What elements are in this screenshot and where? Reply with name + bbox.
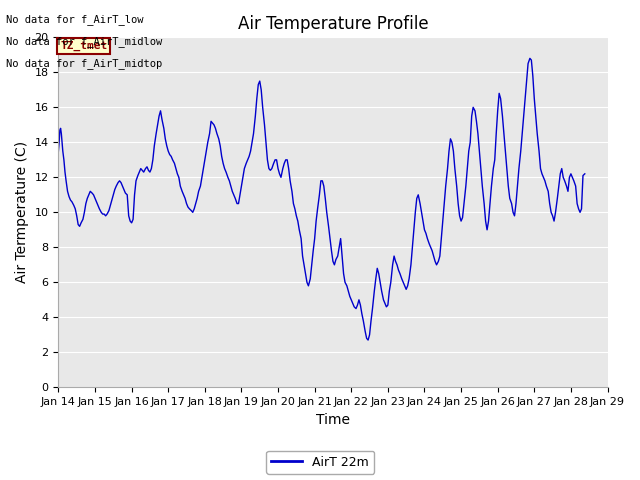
Title: Air Temperature Profile: Air Temperature Profile bbox=[237, 15, 428, 33]
X-axis label: Time: Time bbox=[316, 413, 350, 427]
Text: TZ_tmet: TZ_tmet bbox=[60, 41, 108, 51]
Text: No data for f_AirT_midtop: No data for f_AirT_midtop bbox=[6, 58, 163, 69]
Legend: AirT 22m: AirT 22m bbox=[266, 451, 374, 474]
Text: No data for f_AirT_low: No data for f_AirT_low bbox=[6, 14, 144, 25]
Text: No data for f_AirT_midlow: No data for f_AirT_midlow bbox=[6, 36, 163, 47]
Y-axis label: Air Termperature (C): Air Termperature (C) bbox=[15, 141, 29, 283]
